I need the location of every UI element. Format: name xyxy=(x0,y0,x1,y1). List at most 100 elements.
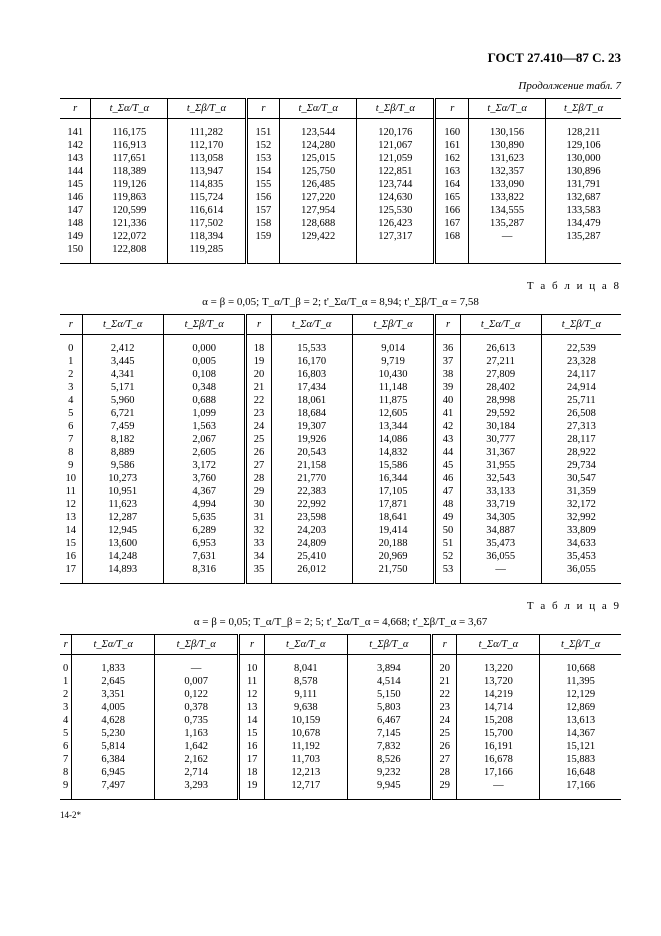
table-row: 23,3510,122129,1115,1502214,21912,129 xyxy=(60,688,621,701)
table-cell: 22,383 xyxy=(271,485,352,498)
col-header: r xyxy=(60,635,72,655)
table-cell: 33,809 xyxy=(541,524,621,537)
table-cell: 14,086 xyxy=(352,433,435,446)
table-cell: 122,808 xyxy=(91,243,168,264)
table-cell: 10 xyxy=(60,472,82,485)
table-cell: 15,533 xyxy=(271,335,352,356)
table-cell: 22,992 xyxy=(271,498,352,511)
table-cell: 8,182 xyxy=(82,433,163,446)
table-cell: 10,430 xyxy=(352,368,435,381)
table-row: 56,7211,0992318,68412,6054129,59226,508 xyxy=(60,407,621,420)
table-cell: 19,926 xyxy=(271,433,352,446)
table-cell: 115,724 xyxy=(168,191,246,204)
table-cell: 17 xyxy=(239,753,265,766)
col-header: t_Σβ/T_α xyxy=(163,315,246,335)
table-cell: 17,105 xyxy=(352,485,435,498)
table-cell: 20 xyxy=(246,368,271,381)
table-cell: 21 xyxy=(431,675,457,688)
table-cell: 128,211 xyxy=(546,119,621,140)
col-header: t_Σα/T_α xyxy=(264,635,347,655)
table-cell: 21,750 xyxy=(352,563,435,584)
table-row: 78,1822,0672519,92614,0864330,77728,117 xyxy=(60,433,621,446)
table-cell: 16,344 xyxy=(352,472,435,485)
table-cell: 130,890 xyxy=(469,139,546,152)
table-cell: 24,117 xyxy=(541,368,621,381)
table-cell: 130,000 xyxy=(546,152,621,165)
table-cell: 126,485 xyxy=(280,178,357,191)
table-cell: 9,111 xyxy=(264,688,347,701)
table-cell: 8 xyxy=(60,446,82,459)
table-cell: 42 xyxy=(435,420,460,433)
table-row: 76,3842,1621711,7038,5262716,67815,883 xyxy=(60,753,621,766)
table-8-body: 02,4120,0001815,5339,0143626,61322,53913… xyxy=(60,335,621,584)
table-cell: 52 xyxy=(435,550,460,563)
table-cell: 17 xyxy=(60,563,82,584)
table-cell: 155 xyxy=(246,178,280,191)
table-cell: 9,014 xyxy=(352,335,435,356)
col-header: t_Σβ/T_α xyxy=(357,99,435,119)
table-cell: 34,887 xyxy=(460,524,541,537)
table-cell: 12 xyxy=(60,498,82,511)
table-cell: 16,803 xyxy=(271,368,352,381)
table-cell: 39 xyxy=(435,381,460,394)
table-cell: 16 xyxy=(60,550,82,563)
table-cell: 4,628 xyxy=(72,714,155,727)
table-cell: 134,555 xyxy=(469,204,546,217)
table-cell: 8,041 xyxy=(264,655,347,676)
table-cell: 15,700 xyxy=(457,727,540,740)
table-cell: 163 xyxy=(435,165,469,178)
table-cell: 0 xyxy=(60,335,82,356)
table-cell: 28 xyxy=(431,766,457,779)
table-cell: 17,166 xyxy=(540,779,621,800)
table-cell: 0,005 xyxy=(163,355,246,368)
table-cell: 28,117 xyxy=(541,433,621,446)
table-cell: 8,889 xyxy=(82,446,163,459)
table-cell: 125,530 xyxy=(357,204,435,217)
table-cell: — xyxy=(460,563,541,584)
table-cell: 10,678 xyxy=(264,727,347,740)
table-cell: 23,328 xyxy=(541,355,621,368)
col-header: r xyxy=(431,635,457,655)
table-cell: 113,058 xyxy=(168,152,246,165)
table-cell: 14,893 xyxy=(82,563,163,584)
table-cell: 152 xyxy=(246,139,280,152)
table-row: 1211,6234,9943022,99217,8714833,71932,17… xyxy=(60,498,621,511)
table-cell: 28 xyxy=(246,472,271,485)
table-cell: 35,473 xyxy=(460,537,541,550)
table-row: 1412,9456,2893224,20319,4145034,88733,80… xyxy=(60,524,621,537)
table-cell: 9 xyxy=(60,459,82,472)
table-cell: 6,384 xyxy=(72,753,155,766)
table-cell: 11,623 xyxy=(82,498,163,511)
table-cell: 127,220 xyxy=(280,191,357,204)
table-cell: 0,378 xyxy=(155,701,239,714)
col-header: r xyxy=(60,315,82,335)
table-cell: 24,914 xyxy=(541,381,621,394)
table-cell: 45 xyxy=(435,459,460,472)
table-cell: 13,720 xyxy=(457,675,540,688)
table-cell: 25 xyxy=(246,433,271,446)
table-cell: 161 xyxy=(435,139,469,152)
table-cell: 19,414 xyxy=(352,524,435,537)
table-cell: 164 xyxy=(435,178,469,191)
table-cell: 135,287 xyxy=(469,217,546,230)
table-cell: 0,007 xyxy=(155,675,239,688)
table-cell: 125,750 xyxy=(280,165,357,178)
table-cell: 20,188 xyxy=(352,537,435,550)
table-cell: 5,171 xyxy=(82,381,163,394)
table-row: 86,9452,7141812,2139,2322817,16616,648 xyxy=(60,766,621,779)
table-cell: — xyxy=(155,655,239,676)
table-cell xyxy=(280,243,357,264)
table-cell: 10,668 xyxy=(540,655,621,676)
table-cell: 11,703 xyxy=(264,753,347,766)
table-cell: 132,687 xyxy=(546,191,621,204)
table-header-row: rt_Σα/T_αt_Σβ/T_αrt_Σα/T_αt_Σβ/T_αrt_Σα/… xyxy=(60,635,621,655)
table-cell: 9,586 xyxy=(82,459,163,472)
table-cell: 23,598 xyxy=(271,511,352,524)
table-cell: 3,351 xyxy=(72,688,155,701)
table-row: 147120,599116,614157127,954125,530166134… xyxy=(60,204,621,217)
table-cell: 5,960 xyxy=(82,394,163,407)
table-cell: 4,514 xyxy=(347,675,431,688)
table-cell: 134,479 xyxy=(546,217,621,230)
table-cell: 2,067 xyxy=(163,433,246,446)
table-cell xyxy=(246,243,280,264)
